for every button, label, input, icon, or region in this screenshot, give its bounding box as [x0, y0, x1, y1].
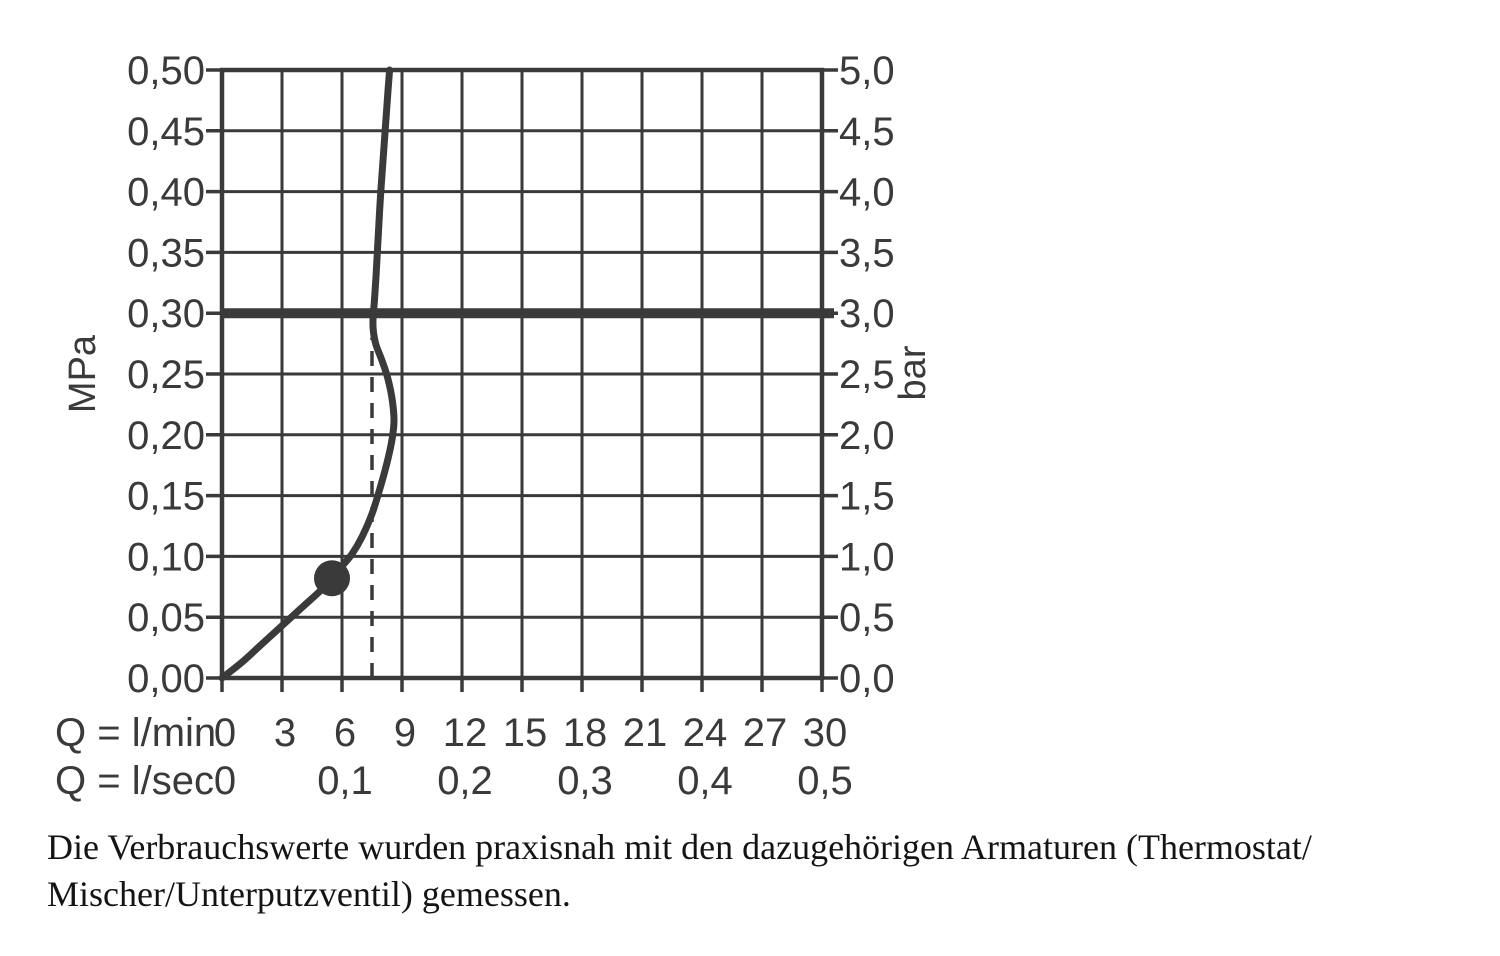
- y-axis-left-tick-label: 0,15: [127, 475, 205, 519]
- caption-line-2: Mischer/Unterputzventil) gemessen.: [47, 874, 571, 914]
- y-axis-left-tick-label: 0,25: [127, 353, 205, 397]
- y-axis-left-tick-label: 0,45: [127, 110, 205, 154]
- flow-pressure-curve: [218, 66, 398, 682]
- x-axis-lmin-tick-label: 3: [274, 711, 296, 755]
- x-axis-lsec-tick-label: 0,3: [557, 759, 613, 803]
- x-axis-lsec-tick-label: 0,4: [677, 759, 733, 803]
- plot-frame: [219, 67, 825, 681]
- caption-line-1: Die Verbrauchswerte wurden praxisnah mit…: [47, 827, 1312, 867]
- y-axis-left-tick-label: 0,20: [127, 414, 205, 458]
- x-axis-lmin-tick-label: 24: [683, 711, 728, 755]
- y-axis-right-tick-label: 0,5: [839, 596, 895, 640]
- x-axis-lmin-tick-label: 0: [214, 711, 236, 755]
- operating-point-marker: [314, 560, 350, 597]
- y-axis-left-tick-label: 0,30: [127, 292, 205, 336]
- x-axis-lmin-tick-label: 12: [443, 711, 488, 755]
- x-axis-lmin-tick-label: 21: [623, 711, 668, 755]
- y-axis-right-tick-label: 1,0: [839, 535, 895, 579]
- y-axis-right-tick-label: 3,5: [839, 231, 895, 275]
- y-axis-right-tick-label: 0,0: [839, 657, 895, 701]
- y-axis-right-tick-label: 4,0: [839, 171, 895, 215]
- x-axis-lmin-tick-label: 15: [503, 711, 548, 755]
- y-axis-left-tick-label: 0,00: [127, 657, 205, 701]
- x-axis-lmin-tick-label: 18: [563, 711, 608, 755]
- x-axis-lmin-row-label: Q = l/min: [55, 711, 216, 755]
- y-axis-left-tick-label: 0,35: [127, 231, 205, 275]
- x-axis-lsec-tick-label: 0: [214, 759, 236, 803]
- y-axis-right-tick-label: 4,5: [839, 110, 895, 154]
- x-axis-lmin-tick-label: 9: [394, 711, 416, 755]
- x-axis-lmin-tick-label: 6: [334, 711, 356, 755]
- y-axis-right-tick-label: 3,0: [839, 292, 895, 336]
- y-axis-left-tick-label: 0,50: [127, 49, 205, 93]
- y-axis-right-tick-label: 1,5: [839, 475, 895, 519]
- x-axis-lmin-tick-label: 30: [803, 711, 848, 755]
- x-axis-lsec-tick-label: 0,2: [437, 759, 493, 803]
- x-axis-lsec-row-label: Q = l/sec: [55, 759, 214, 803]
- flow-pressure-chart: 0,50 5,00,45 4,50,40 4,00,35 3,50,30 3,00,25 2…: [55, 49, 934, 803]
- y-axis-left-unit-label: MPa: [62, 334, 104, 413]
- y-axis-right-unit-label: bar: [892, 345, 934, 400]
- x-axis-lsec-tick-label: 0,5: [797, 759, 853, 803]
- y-axis-left-tick-label: 0,40: [127, 171, 205, 215]
- y-axis-left-tick-label: 0,05: [127, 596, 205, 640]
- x-axis-lmin-tick-label: 27: [743, 711, 788, 755]
- x-axis-lsec-tick-label: 0,1: [317, 759, 373, 803]
- y-axis-left-tick-label: 0,10: [127, 535, 205, 579]
- y-axis-right-tick-label: 2,5: [839, 353, 895, 397]
- y-axis-right-tick-label: 2,0: [839, 414, 895, 458]
- caption: Die Verbrauchswerte wurden praxisnah mit…: [47, 824, 1487, 918]
- y-axis-right-tick-label: 5,0: [839, 49, 895, 93]
